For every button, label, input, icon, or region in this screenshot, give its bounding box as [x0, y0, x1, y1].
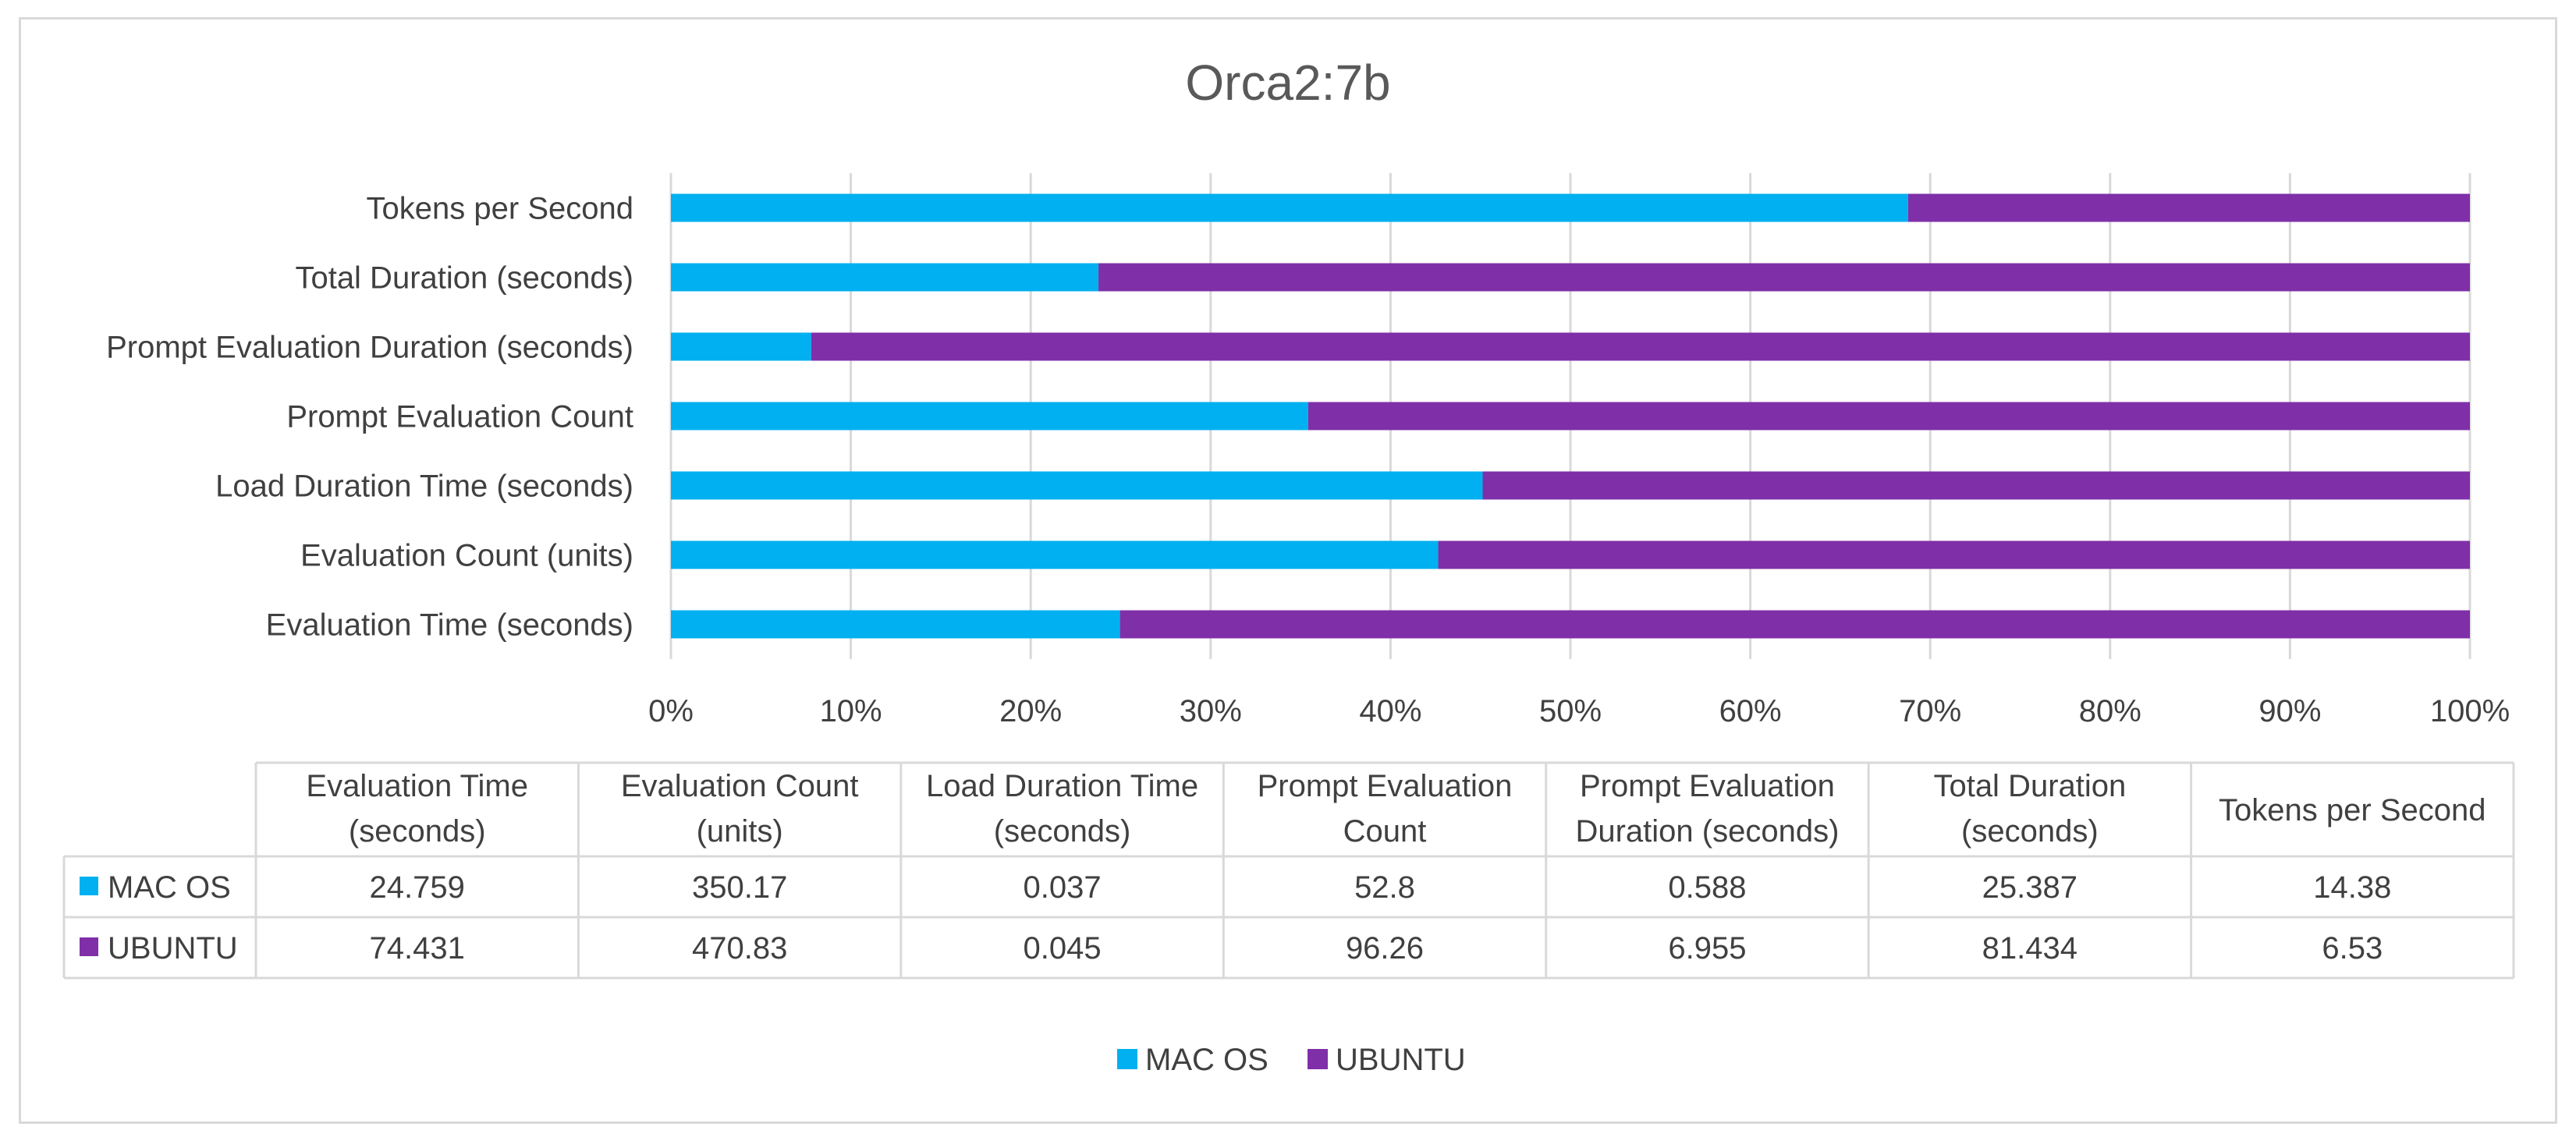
table-cell: 81.434 — [1982, 931, 2077, 966]
table-header: (seconds) — [349, 814, 486, 849]
table-cell: 24.759 — [370, 870, 465, 905]
bar-ubuntu-5 — [1098, 263, 2470, 292]
table-header: Load Duration Time — [926, 769, 1198, 803]
x-tick-label: 70% — [1899, 694, 1961, 728]
table-row-label: UBUNTU — [108, 931, 238, 966]
table-cell: 350.17 — [692, 870, 787, 905]
category-label: Load Duration Time (seconds) — [215, 470, 633, 504]
table-cell: 96.26 — [1346, 931, 1424, 966]
table-cell: 0.588 — [1668, 870, 1746, 905]
legend-key — [1117, 1049, 1137, 1069]
bar-mac-os-0 — [671, 610, 1120, 639]
table-header: Evaluation Count — [621, 769, 859, 803]
legend-label: MAC OS — [1145, 1043, 1268, 1077]
bar-mac-os-3 — [671, 402, 1308, 431]
x-tick-label: 90% — [2258, 694, 2321, 728]
bar-mac-os-5 — [671, 263, 1099, 292]
x-axis-ticks: 0% 10% 20% 30% 40% 50% 60% 70% 80% 90% 100% — [648, 694, 2510, 728]
bar-mac-os-1 — [671, 540, 1439, 569]
table-header: (seconds) — [1961, 814, 2099, 849]
table-cell: 14.38 — [2313, 870, 2391, 905]
table-header: Tokens per Second — [2219, 793, 2486, 827]
x-tick-label: 80% — [2079, 694, 2141, 728]
x-tick-label: 0% — [648, 694, 694, 728]
bar-ubuntu-1 — [1438, 540, 2470, 569]
table-header: Prompt Evaluation — [1580, 769, 1835, 803]
table-cell: 74.431 — [370, 931, 465, 966]
bar-ubuntu-3 — [1308, 402, 2470, 431]
table-cell: 0.045 — [1024, 931, 1102, 966]
table-cell: 470.83 — [692, 931, 787, 966]
bar-ubuntu-0 — [1119, 610, 2470, 639]
legend-key — [1308, 1049, 1328, 1069]
table-header: Total Duration — [1933, 769, 2126, 803]
bar-mac-os-2 — [671, 471, 1483, 500]
table-legend-key — [80, 937, 98, 956]
bar-mac-os-4 — [671, 332, 811, 361]
category-label: Prompt Evaluation Duration (seconds) — [106, 331, 633, 365]
table-header: Count — [1343, 814, 1427, 849]
table-header: Duration (seconds) — [1575, 814, 1839, 849]
table-header: Prompt Evaluation — [1258, 769, 1513, 803]
legend-label: UBUNTU — [1336, 1043, 1466, 1077]
category-label: Prompt Evaluation Count — [286, 400, 633, 434]
legend: MAC OS UBUNTU — [1117, 1043, 1466, 1077]
x-tick-label: 100% — [2430, 694, 2510, 728]
table-cell: 0.037 — [1024, 870, 1102, 905]
table-cell: 6.955 — [1668, 931, 1746, 966]
table-legend-key — [80, 877, 98, 895]
x-tick-label: 40% — [1359, 694, 1421, 728]
bar-mac-os-6 — [671, 193, 1908, 222]
x-tick-label: 30% — [1180, 694, 1242, 728]
bars — [671, 193, 2470, 639]
table-cell: 6.53 — [2322, 931, 2383, 966]
bar-ubuntu-6 — [1907, 193, 2470, 222]
table-header: (seconds) — [994, 814, 1131, 849]
category-label: Evaluation Count (units) — [300, 539, 633, 573]
x-tick-label: 50% — [1539, 694, 1602, 728]
table-header: Evaluation Time — [306, 769, 528, 803]
table-header: (units) — [697, 814, 783, 849]
category-label: Total Duration (seconds) — [295, 261, 633, 296]
x-tick-label: 10% — [820, 694, 882, 728]
bar-ubuntu-4 — [811, 332, 2470, 361]
x-tick-label: 60% — [1719, 694, 1782, 728]
table-cell: 52.8 — [1354, 870, 1415, 905]
chart-title: Orca2:7b — [1185, 55, 1390, 111]
category-label: Tokens per Second — [367, 192, 633, 226]
table-cell: 25.387 — [1982, 870, 2077, 905]
category-label: Evaluation Time (seconds) — [266, 608, 633, 643]
x-tick-label: 20% — [999, 694, 1062, 728]
bar-ubuntu-2 — [1482, 471, 2470, 500]
category-labels: Evaluation Time (seconds) Evaluation Coun… — [106, 192, 633, 643]
data-table: Evaluation Time (seconds) Evaluation Count… — [62, 761, 2515, 980]
table-row-label: MAC OS — [108, 870, 231, 905]
